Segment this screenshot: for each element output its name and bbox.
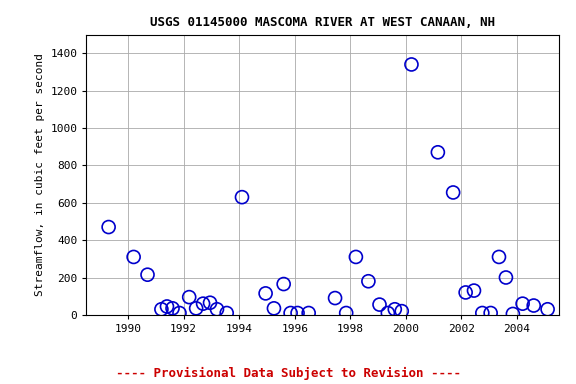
- Point: [175, 310, 184, 316]
- Point: [486, 310, 495, 316]
- Point: [331, 295, 340, 301]
- Point: [461, 290, 470, 296]
- Point: [157, 306, 166, 312]
- Point: [397, 308, 406, 314]
- Point: [270, 305, 279, 311]
- Point: [192, 305, 201, 311]
- Point: [184, 294, 194, 300]
- Point: [168, 305, 177, 311]
- Point: [129, 254, 138, 260]
- Title: USGS 01145000 MASCOMA RIVER AT WEST CANAAN, NH: USGS 01145000 MASCOMA RIVER AT WEST CANA…: [150, 16, 495, 29]
- Point: [261, 290, 270, 296]
- Point: [199, 301, 208, 307]
- Point: [304, 310, 313, 316]
- Point: [375, 301, 384, 308]
- Point: [469, 288, 479, 294]
- Point: [543, 306, 552, 312]
- Point: [501, 275, 510, 281]
- Point: [143, 271, 152, 278]
- Point: [162, 303, 172, 310]
- Point: [508, 311, 517, 317]
- Point: [351, 254, 361, 260]
- Point: [449, 189, 458, 195]
- Point: [104, 224, 113, 230]
- Text: ---- Provisional Data Subject to Revision ----: ---- Provisional Data Subject to Revisio…: [116, 367, 460, 380]
- Point: [279, 281, 288, 287]
- Point: [433, 149, 442, 156]
- Point: [293, 310, 302, 316]
- Point: [478, 310, 487, 316]
- Point: [237, 194, 247, 200]
- Point: [529, 303, 539, 309]
- Y-axis label: Streamflow, in cubic feet per second: Streamflow, in cubic feet per second: [35, 53, 45, 296]
- Point: [494, 254, 503, 260]
- Point: [364, 278, 373, 284]
- Point: [286, 310, 295, 316]
- Point: [342, 310, 351, 316]
- Point: [206, 300, 215, 306]
- Point: [390, 306, 399, 312]
- Point: [222, 310, 232, 316]
- Point: [407, 61, 416, 68]
- Point: [383, 310, 392, 316]
- Point: [518, 301, 527, 307]
- Point: [213, 306, 222, 312]
